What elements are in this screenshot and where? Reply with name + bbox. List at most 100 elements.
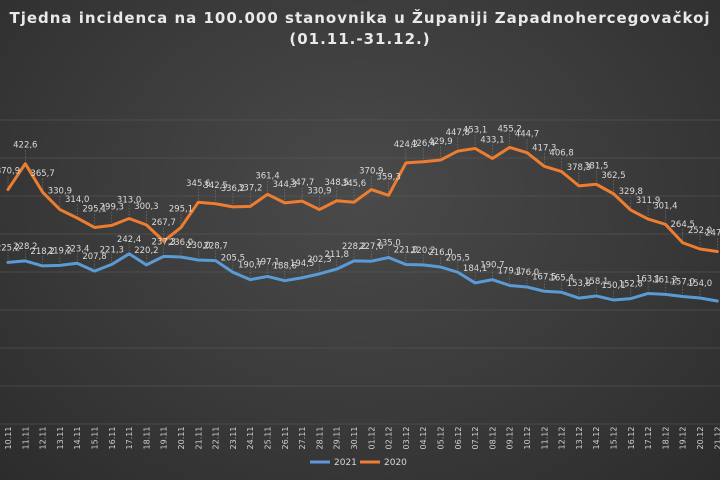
data-label-2020: 345,6 <box>186 179 210 189</box>
data-label-2021: 179,1 <box>498 266 522 276</box>
x-tick-label: 03.12 <box>402 427 411 450</box>
data-label-2020: 330,9 <box>307 187 331 197</box>
data-label-2021: 150,1 <box>601 281 625 291</box>
data-label-2021: 221,0 <box>394 246 418 256</box>
x-tick-label: 21.12 <box>713 427 720 450</box>
x-tick-label: 06.12 <box>454 427 463 450</box>
data-label-2020: 247,0 <box>705 229 720 239</box>
x-tick-label: 20.11 <box>177 427 186 450</box>
data-label-2021: 221,3 <box>100 245 124 255</box>
data-label-2020: 429,9 <box>428 137 452 147</box>
data-label-2021: 207,8 <box>82 252 106 262</box>
data-label-2020: 359,3 <box>376 172 400 182</box>
data-label-2020: 424,2 <box>394 140 418 150</box>
x-tick-label: 05.12 <box>437 427 446 450</box>
data-label-2021: 152,8 <box>619 280 643 290</box>
x-tick-label: 12.12 <box>558 427 567 450</box>
x-tick-label: 10.12 <box>523 427 532 450</box>
data-label-2020: 329,8 <box>619 187 643 197</box>
data-label-2021: 158,1 <box>584 277 608 287</box>
data-label-2021: 219,2 <box>48 246 72 256</box>
x-tick-label: 11.12 <box>540 427 549 450</box>
data-label-2020: 337,2 <box>238 183 262 193</box>
x-tick-label: 27.11 <box>298 427 307 450</box>
x-tick-label: 19.11 <box>160 427 169 450</box>
data-label-2021: 216,0 <box>428 248 452 258</box>
x-tick-label: 29.11 <box>333 427 342 450</box>
data-label-2021: 228,7 <box>203 242 227 252</box>
data-label-2020: 336,2 <box>221 184 245 194</box>
x-tick-label: 26.11 <box>281 427 290 450</box>
x-tick-label: 16.12 <box>627 427 636 450</box>
data-label-2020: 455,2 <box>498 124 522 134</box>
x-tick-label: 04.12 <box>419 427 428 450</box>
data-label-2020: 267,7 <box>152 218 176 228</box>
x-tick-label: 21.11 <box>194 427 203 450</box>
x-axis-tick-labels: 10.11 11.11 12.11 13.11 14.11 15.11 16.11 17.11… <box>4 427 720 450</box>
data-label-2021: 205,5 <box>221 253 245 263</box>
data-label-2020: 426,4 <box>411 139 435 149</box>
data-label-2021: 190,7 <box>238 261 262 271</box>
data-label-2020: 299,3 <box>100 202 124 212</box>
data-label-2020: 314,0 <box>65 195 89 205</box>
data-label-2021: 167,5 <box>532 272 556 282</box>
data-label-2020: 361,4 <box>255 171 279 181</box>
data-label-2021: 218,2 <box>30 247 54 257</box>
data-label-2020: 417,3 <box>532 143 556 153</box>
x-tick-label: 13.12 <box>575 427 584 450</box>
data-label-2020: 252,0 <box>688 226 712 236</box>
x-tick-label: 19.12 <box>679 427 688 450</box>
x-tick-label: 07.12 <box>471 427 480 450</box>
data-label-2021: 197,1 <box>255 257 279 267</box>
series-line-2021 <box>6 252 719 303</box>
data-label-2020: 378,3 <box>567 163 591 173</box>
data-label-2021: 161,2 <box>653 275 677 285</box>
legend: 2021 2020 <box>310 458 407 468</box>
data-label-2021: 230,0 <box>186 241 210 251</box>
data-label-2021: 220,2 <box>411 246 435 256</box>
data-label-2021: 205,5 <box>446 253 470 263</box>
x-tick-label: 15.12 <box>610 427 619 450</box>
data-label-2021: 153,8 <box>567 279 591 289</box>
data-label-2021: 236,0 <box>169 238 193 248</box>
data-label-2020: 447,8 <box>446 128 470 138</box>
data-label-2020: 264,5 <box>671 220 695 230</box>
x-tick-label: 08.12 <box>488 427 497 450</box>
chart-title-line-2: (01.11.-31.12.) <box>289 30 431 48</box>
data-labels: 225,2228,2218,2219,2223,4207,8221,3242,4… <box>0 124 720 297</box>
x-tick-label: 22.11 <box>212 427 221 450</box>
data-label-2020: 444,7 <box>515 130 539 140</box>
data-label-2021: 154,0 <box>688 279 712 289</box>
data-label-2020: 365,7 <box>30 169 54 179</box>
series-line-2020 <box>6 145 719 253</box>
data-label-2020: 300,3 <box>134 202 158 212</box>
data-label-2020: 342,5 <box>203 181 227 191</box>
x-tick-label: 11.11 <box>21 427 30 450</box>
data-label-2020: 295,1 <box>82 204 106 214</box>
data-label-2020: 295,1 <box>169 204 193 214</box>
data-label-2020: 311,9 <box>636 196 660 206</box>
data-label-2021: 235,0 <box>376 239 400 249</box>
data-label-2021: 223,4 <box>65 244 89 254</box>
data-label-2020: 330,9 <box>48 187 72 197</box>
x-tick-label: 23.11 <box>229 427 238 450</box>
x-tick-label: 18.11 <box>142 427 151 450</box>
x-tick-label: 02.12 <box>385 427 394 450</box>
data-label-2021: 176,0 <box>515 268 539 278</box>
x-tick-label: 28.11 <box>315 427 324 450</box>
data-label-2020: 422,6 <box>13 141 37 151</box>
data-label-2021: 220,2 <box>134 246 158 256</box>
chart-title-line-1: Tjedna incidenca na 100.000 stanovnika u… <box>9 9 711 27</box>
data-label-2020: 345,6 <box>342 179 366 189</box>
data-label-2021: 211,8 <box>325 250 349 260</box>
data-label-2021: 237,3 <box>152 237 176 247</box>
series-lines <box>6 145 719 303</box>
x-tick-label: 16.11 <box>108 427 117 450</box>
x-tick-label: 17.12 <box>644 427 653 450</box>
data-label-2021: 194,5 <box>290 259 314 269</box>
data-label-2021: 225,2 <box>0 243 20 253</box>
data-label-2021: 202,3 <box>307 255 331 265</box>
x-tick-label: 14.11 <box>73 427 82 450</box>
data-label-2021: 242,4 <box>117 235 141 245</box>
